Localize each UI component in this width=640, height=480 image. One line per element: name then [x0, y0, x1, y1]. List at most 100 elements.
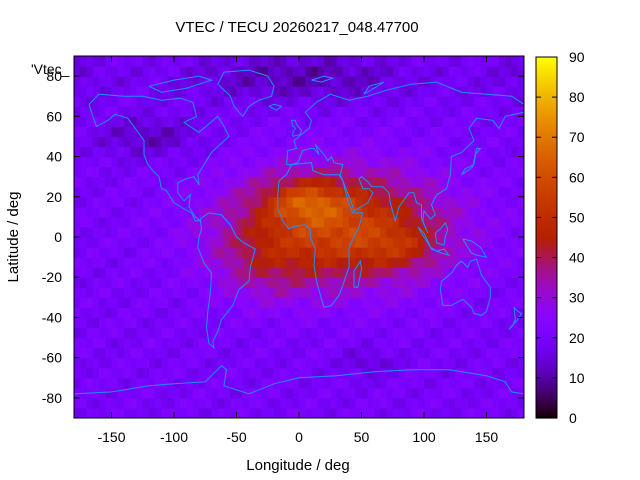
heatmap-cell — [380, 186, 388, 198]
heatmap-cell — [161, 96, 169, 107]
heatmap-cell — [380, 257, 388, 268]
heatmap-cell — [311, 216, 319, 228]
colorbar-swatch — [536, 192, 557, 196]
heatmap-cell — [130, 387, 138, 399]
heatmap-cell — [424, 397, 431, 409]
colorbar-swatch — [536, 342, 557, 347]
heatmap-cell — [167, 357, 175, 369]
heatmap-cell — [317, 367, 325, 379]
heatmap-cell — [192, 297, 200, 308]
heatmap-cell — [486, 196, 494, 208]
heatmap-cell — [411, 166, 419, 178]
heatmap-cell — [355, 76, 363, 87]
heatmap-cell — [111, 136, 119, 148]
heatmap-cell — [399, 277, 406, 288]
heatmap-cell — [249, 216, 256, 228]
heatmap-cell — [405, 86, 413, 97]
heatmap-cell — [205, 267, 213, 278]
heatmap-cell — [255, 56, 263, 67]
heatmap-cell — [436, 297, 444, 308]
heatmap-cell — [305, 347, 313, 359]
heatmap-cell — [486, 367, 494, 379]
heatmap-cell — [192, 126, 200, 138]
heatmap-cell — [74, 347, 81, 359]
heatmap-cell — [449, 106, 456, 117]
heatmap-cell — [117, 277, 125, 288]
heatmap-cell — [205, 136, 213, 148]
heatmap-cell — [86, 156, 94, 168]
heatmap-cell — [274, 307, 281, 319]
heatmap-cell — [199, 327, 206, 339]
heatmap-cell — [517, 106, 524, 117]
heatmap-cell — [449, 116, 456, 127]
heatmap-cell — [180, 216, 188, 228]
heatmap-cell — [355, 206, 363, 218]
heatmap-cell — [242, 186, 250, 198]
heatmap-cell — [405, 407, 413, 418]
heatmap-cell — [424, 186, 431, 198]
heatmap-cell — [161, 337, 169, 349]
heatmap-cell — [192, 226, 200, 238]
heatmap-cell — [311, 116, 319, 127]
heatmap-cell — [199, 196, 206, 208]
heatmap-cell — [399, 317, 406, 329]
heatmap-cell — [486, 146, 494, 158]
heatmap-cell — [236, 136, 244, 148]
heatmap-cell — [86, 297, 94, 308]
heatmap-cell — [124, 156, 131, 168]
heatmap-cell — [149, 96, 156, 107]
heatmap-cell — [436, 136, 444, 148]
heatmap-cell — [142, 216, 150, 228]
heatmap-cell — [217, 257, 225, 268]
heatmap-cell — [336, 136, 344, 148]
heatmap-cell — [355, 407, 363, 418]
heatmap-cell — [336, 357, 344, 369]
colorbar-swatch — [536, 105, 557, 109]
heatmap-cell — [349, 267, 356, 278]
heatmap-cell — [92, 196, 100, 208]
heatmap-cell — [330, 387, 338, 399]
heatmap-cell — [136, 176, 144, 188]
heatmap-cell — [392, 247, 400, 258]
y-tick-label: -60 — [42, 350, 62, 366]
colorbar-swatch — [536, 168, 557, 172]
heatmap-cell — [299, 237, 306, 248]
heatmap-cell — [499, 156, 506, 168]
heatmap-cell — [342, 96, 350, 107]
heatmap-cell — [392, 287, 400, 298]
heatmap-cell — [217, 287, 225, 298]
heatmap-cell — [255, 196, 263, 208]
heatmap-cell — [130, 247, 138, 258]
heatmap-cell — [474, 116, 481, 127]
heatmap-cell — [217, 267, 225, 278]
heatmap-cell — [386, 226, 394, 238]
heatmap-cell — [424, 287, 431, 298]
heatmap-cell — [405, 377, 413, 389]
heatmap-cell — [280, 267, 288, 278]
heatmap-cell — [92, 86, 100, 97]
heatmap-cell — [149, 106, 156, 117]
heatmap-cell — [267, 247, 275, 258]
heatmap-cell — [330, 136, 338, 148]
heatmap-cell — [199, 136, 206, 148]
heatmap-cell — [386, 216, 394, 228]
heatmap-cell — [336, 106, 344, 117]
heatmap-cell — [167, 166, 175, 178]
heatmap-cell — [80, 307, 88, 319]
heatmap-cell — [424, 66, 431, 77]
colorbar-tick-label: 30 — [569, 290, 585, 306]
heatmap-cell — [117, 257, 125, 268]
colorbar-swatch — [536, 393, 557, 398]
heatmap-cell — [317, 297, 325, 308]
heatmap-cell — [280, 337, 288, 349]
heatmap-cell — [430, 76, 438, 87]
heatmap-cell — [274, 407, 281, 418]
heatmap-cell — [236, 226, 244, 238]
heatmap-cell — [92, 166, 100, 178]
heatmap-cell — [330, 76, 338, 87]
heatmap-cell — [286, 347, 294, 359]
colorbar-swatch — [536, 315, 557, 320]
heatmap-cell — [180, 136, 188, 148]
colorbar-tick-label: 20 — [569, 330, 585, 346]
